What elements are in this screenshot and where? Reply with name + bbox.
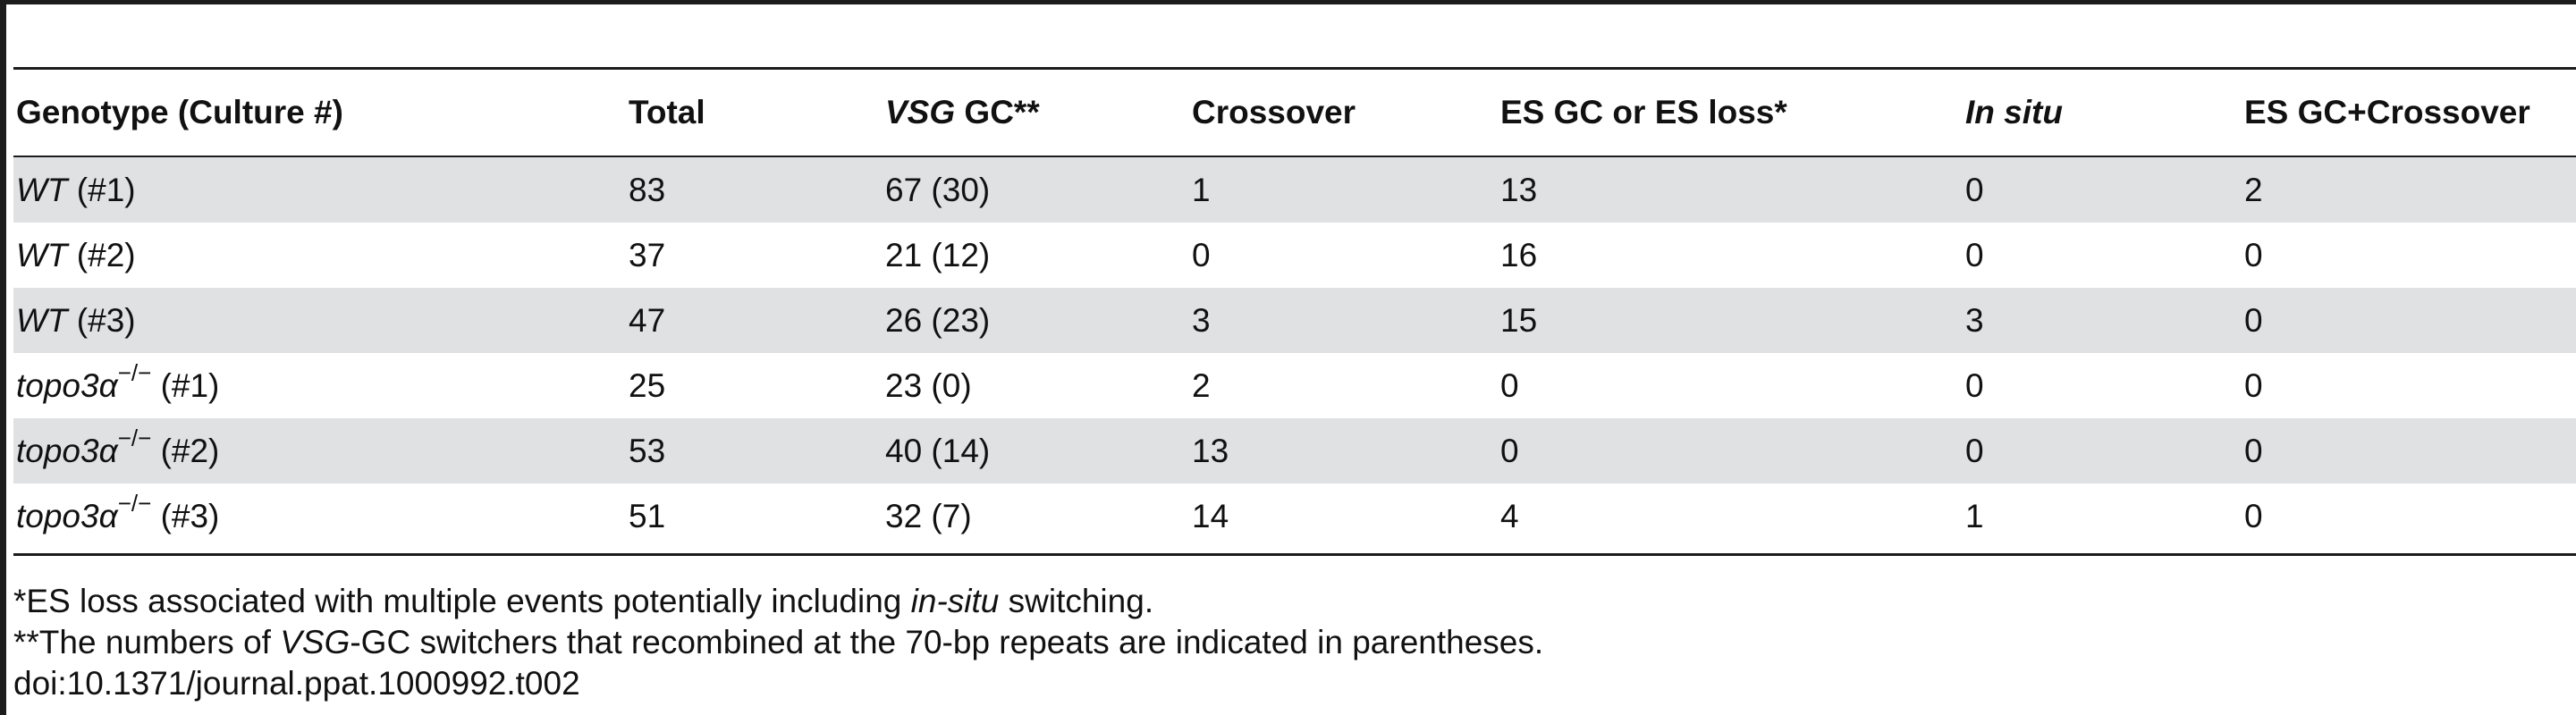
table-row: WT (#1) 83 67 (30) 1 13 0 2: [13, 157, 2576, 223]
header-in-situ: In situ: [1965, 94, 2063, 130]
header-es-gc-or-loss: ES GC or ES loss*: [1500, 94, 1787, 130]
cell-in-situ: 0: [1965, 171, 1984, 208]
cell-es-gc-crossover: 0: [2244, 497, 2263, 534]
header-total: Total: [629, 94, 705, 130]
genotype-superscript: −/−: [117, 425, 152, 451]
left-border-rule: [0, 0, 6, 715]
cell-total: 53: [629, 432, 666, 469]
cell-crossover: 3: [1192, 301, 1211, 339]
footnote-vsg-gc-text: **The numbers of: [13, 624, 281, 660]
cell-genotype: topo3α −/− (#1): [16, 353, 219, 418]
culture-number: (#3): [67, 301, 136, 339]
cell-vsg-gc: 21 (12): [885, 236, 991, 273]
cell-vsg-gc: 67 (30): [885, 171, 991, 208]
footnote-vsg-gc-italic: VSG: [280, 624, 351, 660]
table-row: WT (#3) 47 26 (23) 3 15 3 0: [13, 288, 2576, 353]
cell-vsg-gc: 26 (23): [885, 301, 991, 339]
cell-es-gc-crossover: 2: [2244, 171, 2263, 208]
header-vsg-gc-italic: VSG: [885, 94, 956, 130]
cell-genotype: WT (#3): [16, 288, 136, 353]
cell-vsg-gc: 32 (7): [885, 497, 972, 534]
culture-number: (#1): [151, 366, 220, 404]
cell-in-situ: 1: [1965, 497, 1984, 534]
genotype-name: topo3α: [16, 366, 118, 404]
cell-genotype: topo3α −/− (#3): [16, 484, 219, 549]
cell-vsg-gc: 23 (0): [885, 366, 972, 404]
cell-es-gc-crossover: 0: [2244, 236, 2263, 273]
cell-es-gc-or-loss: 16: [1500, 236, 1538, 273]
cell-crossover: 14: [1192, 497, 1229, 534]
cell-in-situ: 0: [1965, 432, 1984, 469]
header-genotype: Genotype (Culture #): [16, 94, 343, 130]
table-bottom-rule: [13, 553, 2576, 556]
culture-number: (#3): [151, 497, 220, 534]
doi-label: doi:10.1371/journal.ppat.1000992.t002: [13, 665, 580, 702]
cell-in-situ: 3: [1965, 301, 1984, 339]
culture-number: (#2): [67, 236, 136, 273]
cell-vsg-gc: 40 (14): [885, 432, 991, 469]
cell-es-gc-or-loss: 15: [1500, 301, 1538, 339]
header-bottom-rule: [13, 156, 2576, 157]
cell-genotype: WT (#1): [16, 157, 136, 223]
header-crossover: Crossover: [1192, 94, 1356, 130]
table-row: topo3α −/− (#1) 25 23 (0) 2 0 0 0: [13, 353, 2576, 418]
cell-total: 47: [629, 301, 666, 339]
cell-crossover: 13: [1192, 432, 1229, 469]
cell-in-situ: 0: [1965, 366, 1984, 404]
genotype-name: topo3α: [16, 497, 118, 534]
footnote-es-loss-end: switching.: [999, 583, 1154, 619]
genotype-superscript: −/−: [117, 359, 152, 386]
cell-genotype: topo3α −/− (#2): [16, 418, 219, 484]
cell-crossover: 2: [1192, 366, 1211, 404]
table-header-row: Genotype (Culture #) Total VSG GC** Cros…: [13, 70, 2576, 156]
footnotes: *ES loss associated with multiple events…: [13, 581, 1543, 704]
header-vsg-gc: VSG GC**: [885, 70, 1040, 156]
cell-total: 37: [629, 236, 666, 273]
top-border-rule: [0, 0, 2576, 4]
cell-es-gc-crossover: 0: [2244, 301, 2263, 339]
cell-in-situ: 0: [1965, 236, 1984, 273]
genotype-name: topo3α: [16, 432, 118, 469]
cell-total: 51: [629, 497, 666, 534]
header-es-gc-crossover: ES GC+Crossover: [2244, 94, 2530, 130]
table-top-rule: [13, 67, 2576, 70]
cell-es-gc-crossover: 0: [2244, 366, 2263, 404]
table-row: topo3α −/− (#3) 51 32 (7) 14 4 1 0: [13, 484, 2576, 549]
cell-es-gc-or-loss: 13: [1500, 171, 1538, 208]
footnote-vsg-gc-end: -GC switchers that recombined at the 70-…: [350, 624, 1544, 660]
cell-es-gc-or-loss: 0: [1500, 432, 1519, 469]
table-row: topo3α −/− (#2) 53 40 (14) 13 0 0 0: [13, 418, 2576, 484]
cell-crossover: 1: [1192, 171, 1211, 208]
genotype-name: WT: [16, 301, 68, 339]
cell-es-gc-crossover: 0: [2244, 432, 2263, 469]
footnote-es-loss: *ES loss associated with multiple events…: [13, 581, 1543, 622]
culture-number: (#1): [67, 171, 136, 208]
genotype-name: WT: [16, 171, 68, 208]
genotype-name: WT: [16, 236, 68, 273]
cell-total: 83: [629, 171, 666, 208]
table-row: WT (#2) 37 21 (12) 0 16 0 0: [13, 223, 2576, 288]
cell-crossover: 0: [1192, 236, 1211, 273]
footnote-es-loss-italic: in-situ: [910, 583, 1000, 619]
cell-es-gc-or-loss: 0: [1500, 366, 1519, 404]
footnote-es-loss-text: *ES loss associated with multiple events…: [13, 583, 911, 619]
footnote-vsg-gc: **The numbers of VSG-GC switchers that r…: [13, 622, 1543, 663]
genotype-superscript: −/−: [117, 490, 152, 517]
cell-total: 25: [629, 366, 666, 404]
culture-number: (#2): [151, 432, 220, 469]
header-vsg-gc-rest: GC**: [955, 94, 1040, 130]
cell-genotype: WT (#2): [16, 223, 136, 288]
cell-es-gc-or-loss: 4: [1500, 497, 1519, 534]
